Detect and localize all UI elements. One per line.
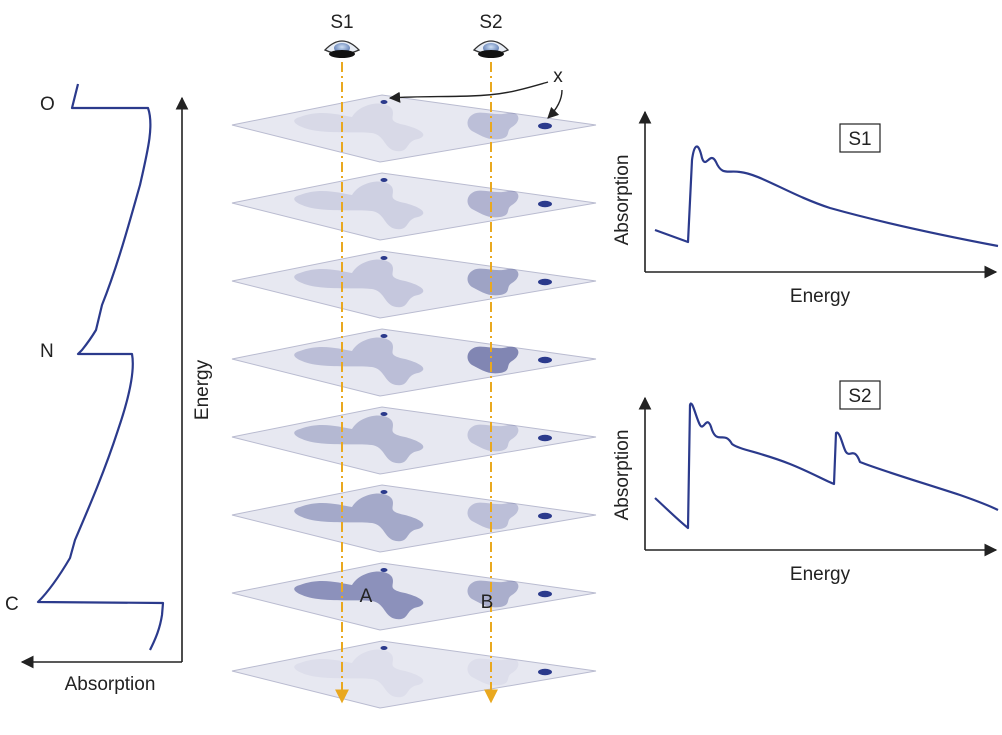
region-a: [294, 337, 424, 386]
feature-x-annotation: x: [388, 66, 563, 119]
s2-xlabel: Energy: [790, 564, 851, 585]
region-b: [467, 658, 519, 686]
slice-stack: [231, 94, 597, 709]
s1-spectrum-line: [654, 145, 999, 248]
s1-tag: S1: [848, 129, 871, 150]
feature-dot: [380, 334, 388, 338]
feature-dot: [380, 256, 388, 260]
feature-dot: [380, 100, 388, 104]
s2-tag: S2: [848, 386, 871, 407]
region-b: [467, 502, 519, 530]
left-absorption-plot: O N C Energy Absorption: [5, 83, 213, 695]
feature-dot: [380, 412, 388, 416]
eye-icon: [472, 40, 510, 58]
edge-label-n: N: [40, 341, 54, 362]
region-a: [294, 259, 424, 308]
feature-dot: [380, 568, 388, 572]
edge-label-c: C: [5, 594, 19, 615]
feature-dot: [538, 356, 552, 364]
feature-dot: [380, 646, 388, 650]
left-edge-spectrum: [36, 83, 165, 651]
feature-dot: [380, 178, 388, 182]
detector-label-s1: S1: [330, 12, 353, 33]
region-label-b: B: [481, 592, 494, 613]
slice-plane: [231, 172, 597, 241]
left-energy-label: Energy: [192, 359, 213, 420]
feature-dot: [538, 434, 552, 442]
feature-dot: [538, 278, 552, 286]
region-b: [467, 190, 519, 218]
region-a: [294, 571, 424, 620]
feature-dot: [380, 490, 388, 494]
s2-ylabel: Absorption: [612, 430, 633, 521]
feature-dot: [538, 122, 552, 130]
spectrum-s1-plot: S1 Energy Absorption: [612, 110, 999, 307]
detector-label-s2: S2: [479, 12, 502, 33]
s1-tag-box: [839, 123, 881, 153]
detector-s1: S1: [323, 12, 361, 58]
feature-dot: [538, 590, 552, 598]
spectrum-s2-plot: S2 Energy Absorption: [612, 380, 999, 585]
slice-plane: [231, 94, 597, 163]
eye-icon: [323, 40, 361, 58]
slice-plane: [231, 562, 597, 631]
slice-plane: [231, 484, 597, 553]
s2-spectrum-line: [654, 402, 999, 530]
feature-dot: [538, 200, 552, 208]
pointer-arrow-left: [388, 81, 549, 103]
region-a: [294, 181, 424, 230]
feature-dot: [538, 668, 552, 676]
region-a: [294, 415, 424, 464]
pointer-arrow-right: [547, 89, 563, 119]
feature-label-x: x: [553, 66, 563, 87]
region-b: [467, 112, 519, 140]
region-a: [294, 103, 424, 152]
slice-plane: [231, 640, 597, 709]
region-b: [467, 268, 519, 296]
s2-tag-box: [839, 380, 881, 410]
edge-label-o: O: [40, 94, 55, 115]
region-a: [294, 493, 424, 542]
s1-xlabel: Energy: [790, 286, 851, 307]
region-label-a: A: [360, 586, 373, 607]
feature-dot: [538, 512, 552, 520]
left-absorption-label: Absorption: [65, 674, 156, 695]
detector-s2: S2: [472, 12, 510, 58]
slice-plane: [231, 328, 597, 397]
region-b: [467, 580, 519, 608]
slice-plane: [231, 406, 597, 475]
region-b: [467, 424, 519, 452]
region-a: [294, 649, 424, 698]
slice-plane: [231, 250, 597, 319]
region-b: [467, 346, 519, 374]
s1-ylabel: Absorption: [612, 155, 633, 246]
